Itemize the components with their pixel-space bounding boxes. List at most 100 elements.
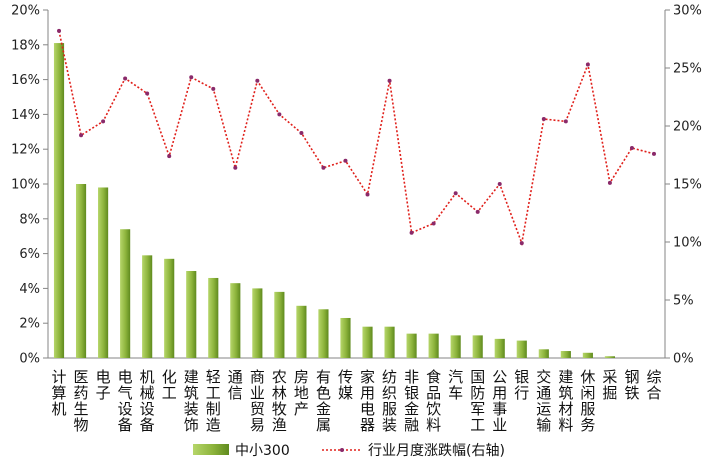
right-tick-label: 30% [673,4,702,19]
right-tick-label: 10% [673,236,702,251]
line-series [57,28,656,247]
line-point-机械设备 [145,91,150,96]
bar-化工 [164,258,175,358]
category-label: 机械设备 [140,368,155,434]
category-label: 传媒 [338,368,353,402]
legend-bar-swatch [193,444,229,455]
right-axis-ticks: 0% 5% 10% 15% 20% 25% 30% [665,4,702,367]
line-point-非银金融 [409,230,414,235]
bar-商业贸易 [252,288,263,358]
category-label: 采掘 [602,368,617,402]
bar-医药生物 [75,184,87,358]
line-point-计算机 [57,28,62,33]
left-tick-label: 18% [11,38,40,53]
left-tick-label: 14% [11,108,40,123]
bar-农林牧渔 [274,291,285,358]
bar-非银金融 [406,333,417,358]
line-point-电气设备 [123,76,128,81]
bar-公用事业 [494,338,505,358]
left-tick-label: 16% [11,73,40,88]
bar-通信 [230,283,241,358]
line-point-建筑装饰 [189,75,194,80]
category-label: 公用事业 [492,368,507,434]
category-label: 农林牧渔 [272,368,287,434]
left-tick-label: 10% [11,178,40,193]
bar-食品饮料 [428,333,439,358]
bar-series [53,43,615,359]
bar-汽车 [450,335,461,358]
line-point-农林牧渔 [277,112,282,117]
bar-有色金属 [318,309,329,358]
category-label: 纺织服装 [382,368,397,434]
line-point-国防军工 [475,209,480,214]
left-tick-label: 20% [11,4,40,19]
category-label: 银行 [514,368,529,402]
line-point-化工 [167,154,172,159]
bar-采掘 [604,356,615,358]
category-label: 汽车 [448,368,463,402]
line-point-轻工制造 [211,86,216,91]
category-label: 非银金融 [404,368,419,434]
legend: 中小300 行业月度涨跌幅(右轴) [193,443,505,459]
bar-银行 [516,340,527,358]
category-label: 轻工制造 [206,368,221,434]
line-point-有色金属 [321,165,326,170]
line-point-综合 [651,151,656,156]
category-label: 建筑材料 [558,368,573,434]
category-label: 建筑装饰 [184,368,199,434]
legend-label-bar: 中小300 [235,443,290,459]
bar-休闲服务 [582,352,593,358]
bar-国防军工 [472,335,483,358]
line-point-传媒 [343,158,348,163]
line-point-银行 [519,241,524,246]
category-label: 通信 [228,368,243,402]
bar-纺织服装 [384,326,395,358]
left-tick-label: 12% [11,143,40,158]
plot-axes [47,10,666,359]
line-point-公用事业 [497,182,502,186]
category-label: 休闲服务 [580,368,595,434]
category-labels: 计算机医药生物电子电气设备机械设备化工建筑装饰轻工制造通信商业贸易农林牧渔房地产… [52,368,662,434]
right-tick-label: 25% [673,62,702,77]
category-label: 房地产 [294,368,309,418]
category-label: 国防军工 [470,368,485,434]
left-tick-label: 8% [19,212,40,227]
line-point-纺织服装 [387,78,392,83]
category-label: 医药生物 [74,368,89,434]
line-point-休闲服务 [585,62,590,67]
line-path [58,30,655,247]
line-point-钢铁 [629,146,634,151]
bar-轻工制造 [208,277,219,358]
line-point-房地产 [299,130,304,135]
category-label: 家用电器 [360,368,375,434]
line-point-医药生物 [79,133,84,138]
right-tick-label: 20% [673,120,702,135]
legend-label-line: 行业月度涨跌幅(右轴) [368,443,505,459]
bar-电子 [98,187,109,358]
category-label: 电子 [96,368,111,402]
line-point-交通运输 [541,117,546,122]
line-point-食品饮料 [431,221,436,226]
left-tick-label: 4% [19,282,40,297]
line-point-通信 [233,165,238,170]
category-label: 化工 [162,368,177,402]
line-point-家用电器 [365,192,370,197]
line-point-电子 [101,119,106,124]
bar-机械设备 [142,255,153,358]
left-axis-ticks: 0% 2% 4% 6% 8% 10% 12% 14% 16% 18% 20% [11,4,48,367]
left-tick-label: 2% [19,317,40,332]
left-tick-label: 0% [19,352,40,367]
category-label: 商业贸易 [250,368,265,434]
category-label: 钢铁 [624,368,639,402]
category-label: 交通运输 [536,368,551,434]
bar-建筑装饰 [186,271,197,358]
line-point-商业贸易 [255,78,260,83]
category-label: 综合 [646,368,661,402]
line-point-采掘 [607,180,612,185]
legend-line-marker [340,448,344,452]
right-tick-label: 5% [673,294,694,309]
right-tick-label: 0% [673,352,694,367]
category-label: 食品饮料 [426,368,441,434]
category-label: 有色金属 [316,368,331,434]
